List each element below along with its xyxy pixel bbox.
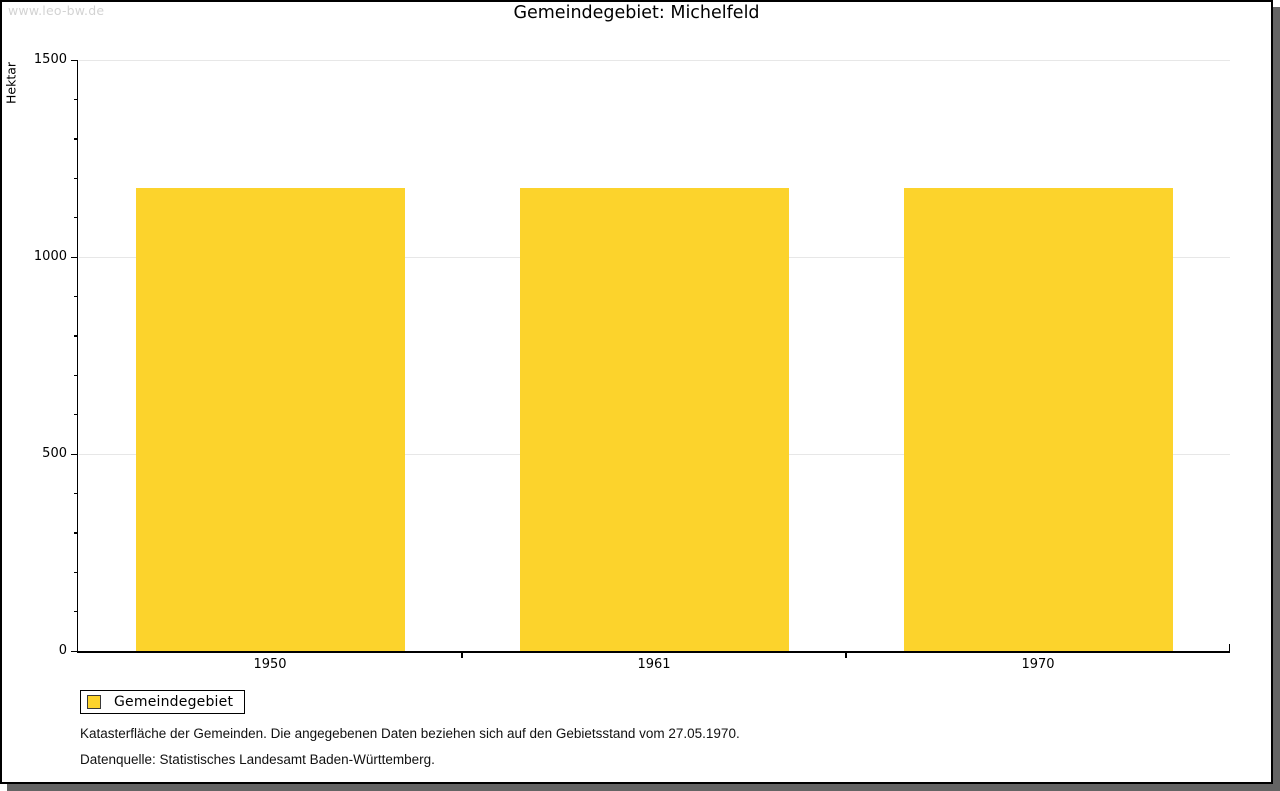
footnote-source: Datenquelle: Statistisches Landesamt Bad… (80, 752, 435, 767)
y-tick-label: 0 (58, 643, 67, 658)
bar-1961 (519, 188, 789, 651)
y-major-tick (71, 256, 78, 258)
y-minor-tick (74, 138, 78, 140)
y-minor-tick (74, 177, 78, 180)
y-major-tick (71, 59, 78, 61)
x-tick-label: 1950 (253, 657, 287, 672)
x-boundary-tick (461, 652, 463, 658)
footnote-data-note: Katasterfläche der Gemeinden. Die angege… (80, 726, 740, 741)
y-major-tick (71, 650, 78, 652)
bar-1950 (135, 188, 405, 651)
y-axis-line (76, 60, 78, 653)
y-minor-tick (74, 492, 78, 495)
legend: Gemeindegebiet (80, 690, 246, 714)
watermark-leo-bw: www.leo-bw.de (8, 3, 105, 18)
y-major-tick (71, 453, 78, 455)
y-minor-tick (74, 611, 78, 613)
y-minor-tick (74, 571, 78, 574)
x-axis-line (76, 651, 1230, 653)
y-gridline (79, 59, 1230, 61)
y-minor-tick (74, 295, 78, 298)
x-axis-end-tick (1228, 644, 1230, 651)
y-tick-label: 1000 (33, 249, 67, 264)
bar-1970 (903, 188, 1173, 651)
chart-title: Gemeindegebiet: Michelfeld (513, 3, 760, 23)
y-tick-label: 1500 (33, 52, 67, 67)
x-tick-label: 1970 (1021, 657, 1055, 672)
y-minor-tick (74, 217, 78, 219)
legend-label: Gemeindegebiet (114, 694, 234, 710)
y-minor-tick (74, 98, 78, 101)
legend-swatch-gemeindegebiet (87, 695, 101, 709)
y-minor-tick (74, 414, 78, 416)
y-minor-tick (74, 335, 78, 337)
y-minor-tick (74, 532, 78, 534)
y-minor-tick (74, 374, 78, 377)
x-tick-label: 1961 (637, 657, 671, 672)
y-tick-label: 500 (42, 446, 67, 461)
x-boundary-tick (845, 652, 847, 658)
